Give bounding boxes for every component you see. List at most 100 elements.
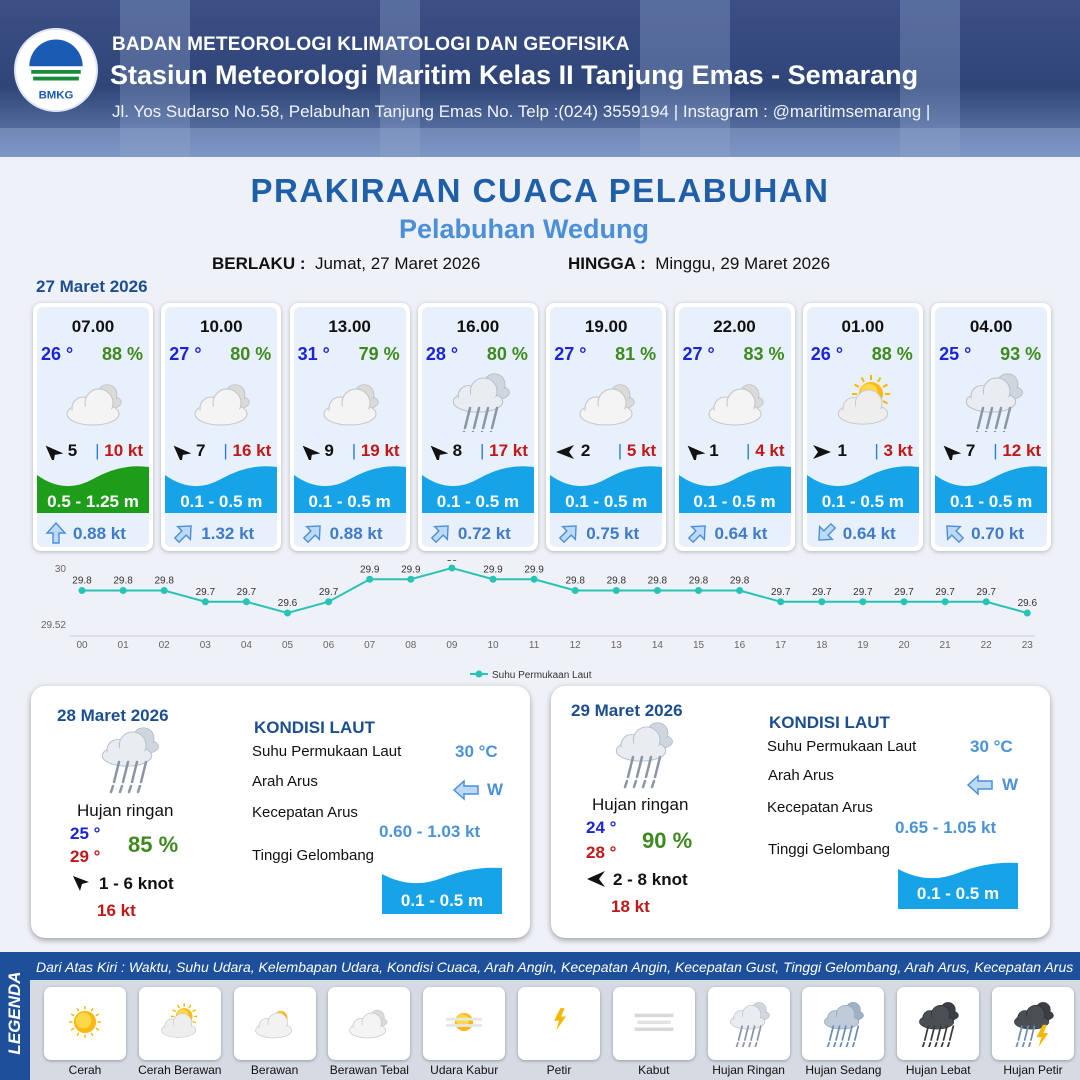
card-gust: 16 kt <box>232 441 272 460</box>
x-tick-label: 12 <box>570 640 582 651</box>
y-tick-label: 30 <box>55 564 67 575</box>
hourly-card-04.00: 04.00 25 ° 93 % 7 | 12 kt 0.1 - 0.5 m 0.… <box>931 303 1052 551</box>
page-title: PRAKIRAAN CUACA PELABUHAN <box>250 172 830 209</box>
data-point <box>695 587 702 594</box>
card-time: 13.00 <box>328 317 371 336</box>
current-arrow-icon <box>946 525 965 544</box>
card-inner: 19.00 27 ° 81 % 2 | 5 kt 0.1 - 0.5 m 0.7… <box>550 307 663 547</box>
kabut-icon <box>634 1013 674 1032</box>
data-label: 29.8 <box>154 576 174 587</box>
card-temp: 28 ° <box>425 344 459 364</box>
card-wind-speed: 1 <box>709 441 719 460</box>
current-arrow-icon <box>687 525 706 544</box>
card-time: 22.00 <box>713 317 756 336</box>
data-point <box>284 609 291 617</box>
data-label: 29.7 <box>894 587 914 598</box>
day-date: 28 Maret 2026 <box>57 706 169 725</box>
wind-arrow-icon <box>430 445 448 460</box>
data-point <box>119 587 127 594</box>
rain-light-icon <box>101 727 159 794</box>
hourly-card-13.00: 13.00 31 ° 79 % 9 | 19 kt 0.1 - 0.5 m 0.… <box>289 303 410 551</box>
day-temp-max: 29 ° <box>70 847 101 866</box>
legend-item-label: Hujan Sedang <box>805 1063 882 1077</box>
day-condition: Hujan ringan <box>77 801 174 820</box>
card-current: 1.32 kt <box>165 517 277 547</box>
card-gust-wrap: | 3 kt <box>874 441 913 460</box>
card-wind: 2 <box>554 441 590 461</box>
wind-arrow-icon <box>812 444 831 459</box>
card-current: 0.88 kt <box>37 517 149 547</box>
x-tick-label: 19 <box>857 640 869 651</box>
card-gust: 4 kt <box>755 441 785 460</box>
data-point <box>242 598 250 606</box>
card-temp: 31 ° <box>297 344 330 364</box>
current-speed-label: Kecepatan Arus <box>767 799 873 816</box>
data-point <box>900 598 908 606</box>
card-gust: 17 kt <box>489 441 528 460</box>
legend-item-berawan <box>233 987 316 1060</box>
card-temp: 27 ° <box>682 344 715 364</box>
sst-value: 30 °C <box>455 742 498 761</box>
legend-item-berawan-tebal <box>328 987 411 1060</box>
page-subtitle: Pelabuhan Wedung <box>398 214 649 244</box>
day-temp-max: 28 ° <box>586 843 617 862</box>
card-inner: 10.00 27 ° 80 % 7 | 16 kt 0.1 - 0.5 m 1.… <box>165 307 278 547</box>
card-humidity: 93 % <box>1000 344 1042 364</box>
hujan-ringan-icon <box>729 1002 770 1047</box>
day1-date: 27 Maret 2026 <box>36 277 148 296</box>
wave-icon <box>550 466 663 513</box>
card-current: 0.70 kt <box>935 517 1047 547</box>
wave-icon <box>678 466 791 513</box>
day-wind: 2 - 8 knot <box>613 870 688 889</box>
header-banner <box>0 0 1080 157</box>
data-label: 29.6 <box>1018 598 1038 609</box>
current-dir-value: W <box>1002 775 1019 794</box>
x-tick-label: 02 <box>159 640 171 651</box>
current-speed-label: Kecepatan Arus <box>252 804 358 821</box>
legend-item-label: Hujan Ringan <box>712 1063 785 1077</box>
wind-arrow-icon <box>73 876 89 891</box>
data-point <box>160 587 168 594</box>
berawan-tebal-icon <box>349 1009 388 1039</box>
data-label: 29.7 <box>771 587 791 598</box>
card-gust-wrap: | 10 kt <box>95 441 143 460</box>
day-humidity: 90 % <box>642 828 693 853</box>
data-point <box>941 598 949 606</box>
card-time: 04.00 <box>969 317 1013 336</box>
card-wave: 0.1 - 0.5 m <box>821 492 904 511</box>
day-panel-2: 29 Maret 2026 Hujan ringan 24 ° 28 ° 90 … <box>551 686 1050 938</box>
wave-icon <box>37 466 149 513</box>
data-label: 29.8 <box>730 576 750 587</box>
data-label: 29.8 <box>648 576 668 587</box>
card-inner: 13.00 31 ° 79 % 9 | 19 kt 0.1 - 0.5 m 0.… <box>293 307 406 547</box>
hourly-card-10.00: 10.00 27 ° 80 % 7 | 16 kt 0.1 - 0.5 m 1.… <box>161 303 282 551</box>
current-arrow-icon <box>430 525 449 544</box>
card-wind-speed: 7 <box>196 441 206 460</box>
card-wind-speed: 8 <box>452 441 463 460</box>
card-current-speed: 0.64 kt <box>714 524 768 543</box>
rain-light-icon <box>615 722 673 789</box>
card-wind-speed: 7 <box>965 441 976 460</box>
legend-label: Suhu Permukaan Laut <box>492 670 592 681</box>
card-current-speed: 0.75 kt <box>586 524 640 543</box>
current-arrow-icon <box>45 522 67 544</box>
data-point <box>859 598 867 606</box>
current-arrow-icon <box>817 522 836 541</box>
hourly-card-07.00: 07.00 26 ° 88 % 5 | 10 kt 0.5 - 1.25 m 0… <box>33 303 153 551</box>
card-time: 16.00 <box>456 317 500 336</box>
x-tick-label: 04 <box>241 640 253 651</box>
card-gust-wrap: | 12 kt <box>993 441 1042 460</box>
data-label: 29.9 <box>401 564 421 575</box>
card-gust: 19 kt <box>360 441 400 460</box>
data-point <box>1023 609 1031 617</box>
card-wave: 0.1 - 0.5 m <box>949 492 1033 511</box>
wave-label: Tinggi Gelombang <box>252 847 375 864</box>
card-current: 0.64 kt <box>807 517 919 547</box>
hourly-card-16.00: 16.00 28 ° 80 % 8 | 17 kt 0.1 - 0.5 m 0.… <box>417 303 538 551</box>
data-point <box>325 598 333 606</box>
card-inner: 01.00 26 ° 88 % 1 | 3 kt 0.1 - 0.5 m 0.6… <box>806 307 919 547</box>
data-point <box>201 598 209 606</box>
day-gust: 16 kt <box>97 901 136 920</box>
valid-to-label: HINGGA : <box>568 254 646 273</box>
valid-from-value: Jumat, 27 Maret 2026 <box>314 254 481 273</box>
